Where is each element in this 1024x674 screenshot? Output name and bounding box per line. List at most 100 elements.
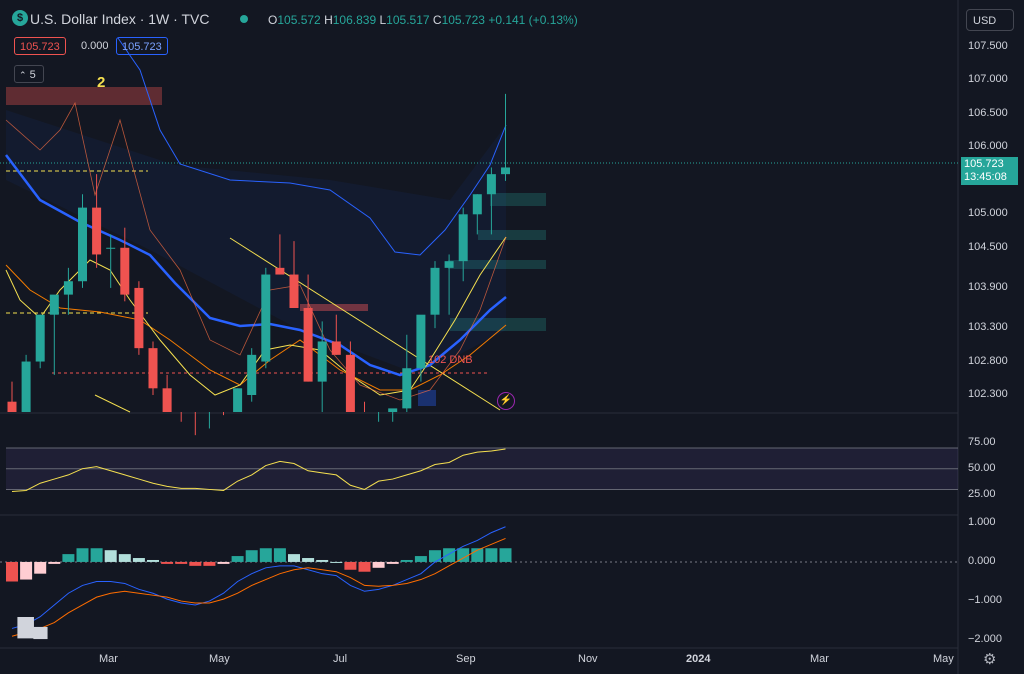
candle-body [275,267,285,275]
macd-histogram-bar [147,559,159,562]
rsi-tick-label: 25.00 [968,487,996,500]
settings-gear-icon[interactable]: ⚙ [983,651,997,668]
macd-histogram-bar [20,561,33,580]
time-tick-label: Mar [99,653,118,665]
trend-line [94,394,131,413]
macd-histogram-bar [302,558,315,562]
time-tick-label: Mar [810,653,829,665]
candle-body [430,267,440,315]
candle-body [416,314,426,369]
macd-histogram-bar [386,561,399,564]
time-tick-label: May [209,653,230,665]
last-price-badge: 105.723 13:45:08 [961,157,1018,185]
macd-histogram-bar [429,550,441,562]
candle-body [120,247,130,295]
rsi-line [11,448,506,493]
candle-body [444,261,454,268]
macd-histogram-bar [203,561,216,566]
resistance-zone [300,304,368,311]
time-tick-label: Sep [456,653,476,665]
wave-label: 2 [97,74,106,91]
macd-histogram-bar [330,561,343,563]
price-tick-label: 106.500 [968,106,1008,119]
candle-body [472,194,482,215]
macd-histogram-bar [414,556,427,562]
candle-body [317,341,327,382]
macd-histogram-bar [34,561,47,574]
macd-histogram-bar [457,548,470,562]
candle-body [78,207,87,282]
symbol-title[interactable]: U.S. Dollar Index · 1W · TVC [30,11,210,27]
candle-body [402,368,412,409]
candle-body [49,294,59,315]
macd-tick-label: 1.000 [968,515,996,528]
macd-histogram-bar [175,561,188,564]
signal-line [5,236,507,396]
macd-histogram-bar [273,548,286,562]
candle-body [289,274,299,308]
chevron-icon: ⌃ [19,70,27,80]
macd-histogram-bar [499,548,512,562]
indicator-value-red: 105.723 [14,37,66,55]
price-tick-label: 102.800 [968,354,1008,367]
supply-zone [6,87,162,105]
candle-body [233,388,243,412]
candle-body [35,314,45,362]
candle-body [92,207,102,255]
gap-zone [478,230,546,240]
macd-histogram-bar [161,561,174,564]
price-tick-label: 103.300 [968,321,1008,334]
open-value: 105.572 [277,13,321,27]
collapse-indicators-button[interactable]: ⌃ 5 [14,65,44,83]
candle-body [7,401,17,412]
macd-histogram-bar [288,554,300,562]
macd-line [11,526,506,629]
time-tick-label: Nov [578,653,598,665]
low-value: 105.517 [386,13,430,27]
gap-zone [448,260,546,269]
candle-body [63,281,73,295]
macd-histogram-bar [358,561,371,572]
box-zone [418,390,436,406]
candle-body [134,287,144,349]
bollinger-upper [117,37,507,256]
candle-body [106,247,116,249]
macd-histogram-bar [217,561,230,564]
symbol-logo-icon: $ [12,10,28,26]
candle-body [148,348,158,389]
price-tick-label: 102.300 [968,388,1008,400]
macd-tick-label: −2.000 [968,633,1002,646]
macd-histogram-bar [245,550,258,562]
macd-histogram-bar [372,561,385,568]
gap-zone [490,193,546,206]
macd-histogram-bar [118,554,131,562]
rsi-tick-label: 75.00 [968,435,996,448]
candle-body [486,174,496,195]
market-status-icon [240,15,248,23]
price-tick-label: 107.500 [968,40,1008,52]
macd-histogram-bar [443,548,456,562]
bar-countdown: 13:45:08 [964,171,1007,183]
candle-body [303,308,313,382]
candle-body [162,388,172,412]
trend-line [229,237,501,411]
tradingview-logo-icon: ▇▄ [18,616,48,638]
macd-tick-label: −1.000 [968,594,1002,607]
macd-tick-label: 0.000 [968,554,996,567]
indicator-value-blue: 105.723 [116,37,168,55]
currency-button[interactable]: USD [966,9,1014,31]
lightning-icon[interactable]: ⚡ [497,392,515,410]
macd-signal-line [11,538,506,637]
price-tick-label: 107.000 [968,73,1008,86]
last-price-value: 105.723 [964,158,1004,170]
macd-histogram-bar [485,548,498,562]
candle-body [458,214,468,262]
open-label: O [268,13,278,27]
macd-histogram-bar [316,559,329,562]
macd-histogram-bar [132,558,145,562]
low-label: L [379,13,387,27]
time-tick-label: May [933,653,954,665]
dnb-label: 102 DNB [428,354,473,366]
candle-body [261,274,271,362]
